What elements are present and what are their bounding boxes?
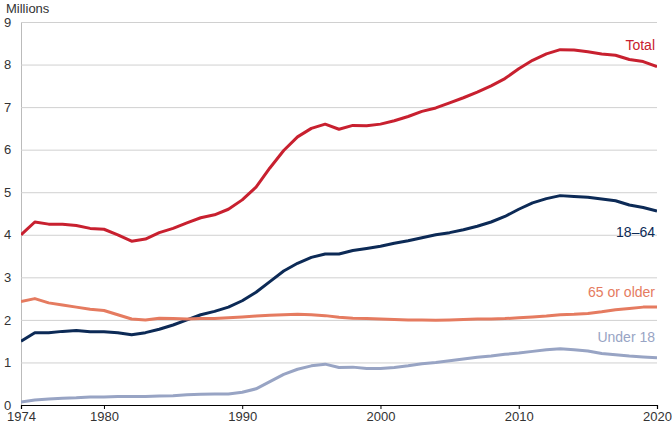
x-tick: 1980 — [90, 405, 119, 424]
y-axis-title: Millions — [6, 1, 50, 16]
x-tick: 1974 — [7, 405, 36, 424]
series-label: 65 or older — [588, 284, 655, 300]
x-tick-label: 2020 — [643, 409, 672, 424]
grid-line — [21, 320, 657, 321]
y-tick-label: 2 — [4, 313, 11, 328]
x-tick: 2000 — [367, 405, 396, 424]
x-tick: 2010 — [505, 405, 534, 424]
y-tick: 3 — [4, 270, 657, 285]
y-tick: 8 — [4, 57, 657, 72]
lines — [21, 50, 657, 402]
y-tick-label: 7 — [4, 100, 11, 115]
grid-line — [21, 362, 657, 363]
series-line — [21, 50, 657, 242]
x-tick: 2020 — [643, 405, 672, 424]
x-tick: 1990 — [228, 405, 257, 424]
y-tick-label: 6 — [4, 142, 11, 157]
series-label: Total — [625, 37, 655, 53]
y-tick: 7 — [4, 100, 657, 115]
series-label: Under 18 — [597, 329, 655, 345]
x-tick-label: 1980 — [90, 409, 119, 424]
y-axis: 0123456789 — [4, 15, 657, 413]
y-axis-line — [22, 23, 658, 406]
grid-line — [21, 192, 657, 193]
y-tick-label: 5 — [4, 185, 11, 200]
x-axis: 1974 1980 1990 2000 2010 2020 — [7, 405, 672, 424]
series-labels: Total 18–64 65 or older Under 18 — [588, 37, 655, 345]
y-tick-label: 8 — [4, 57, 11, 72]
grid-line — [21, 65, 657, 66]
x-tick-label: 2010 — [505, 409, 534, 424]
x-tick-label: 2000 — [367, 409, 396, 424]
series-label: 18–64 — [616, 224, 655, 240]
x-tick-label: 1990 — [228, 409, 257, 424]
y-tick-label: 1 — [4, 355, 11, 370]
grid-line — [21, 150, 657, 151]
grid-line — [21, 22, 657, 23]
series-line — [21, 349, 657, 402]
y-tick: 1 — [4, 355, 657, 370]
y-tick: 6 — [4, 142, 657, 157]
y-tick-label: 4 — [4, 227, 11, 242]
y-tick: 5 — [4, 185, 657, 200]
x-tick-label: 1974 — [7, 409, 36, 424]
y-tick-label: 3 — [4, 270, 11, 285]
series-line — [21, 196, 657, 342]
y-tick: 9 — [4, 15, 657, 30]
grid-line — [21, 277, 657, 278]
y-tick-label: 9 — [4, 15, 11, 30]
chart: 0123456789197419801990200020102020Total1… — [0, 0, 672, 426]
series-line — [21, 299, 657, 321]
grid-line — [21, 107, 657, 108]
plot: 0123456789197419801990200020102020Total1… — [4, 15, 672, 425]
